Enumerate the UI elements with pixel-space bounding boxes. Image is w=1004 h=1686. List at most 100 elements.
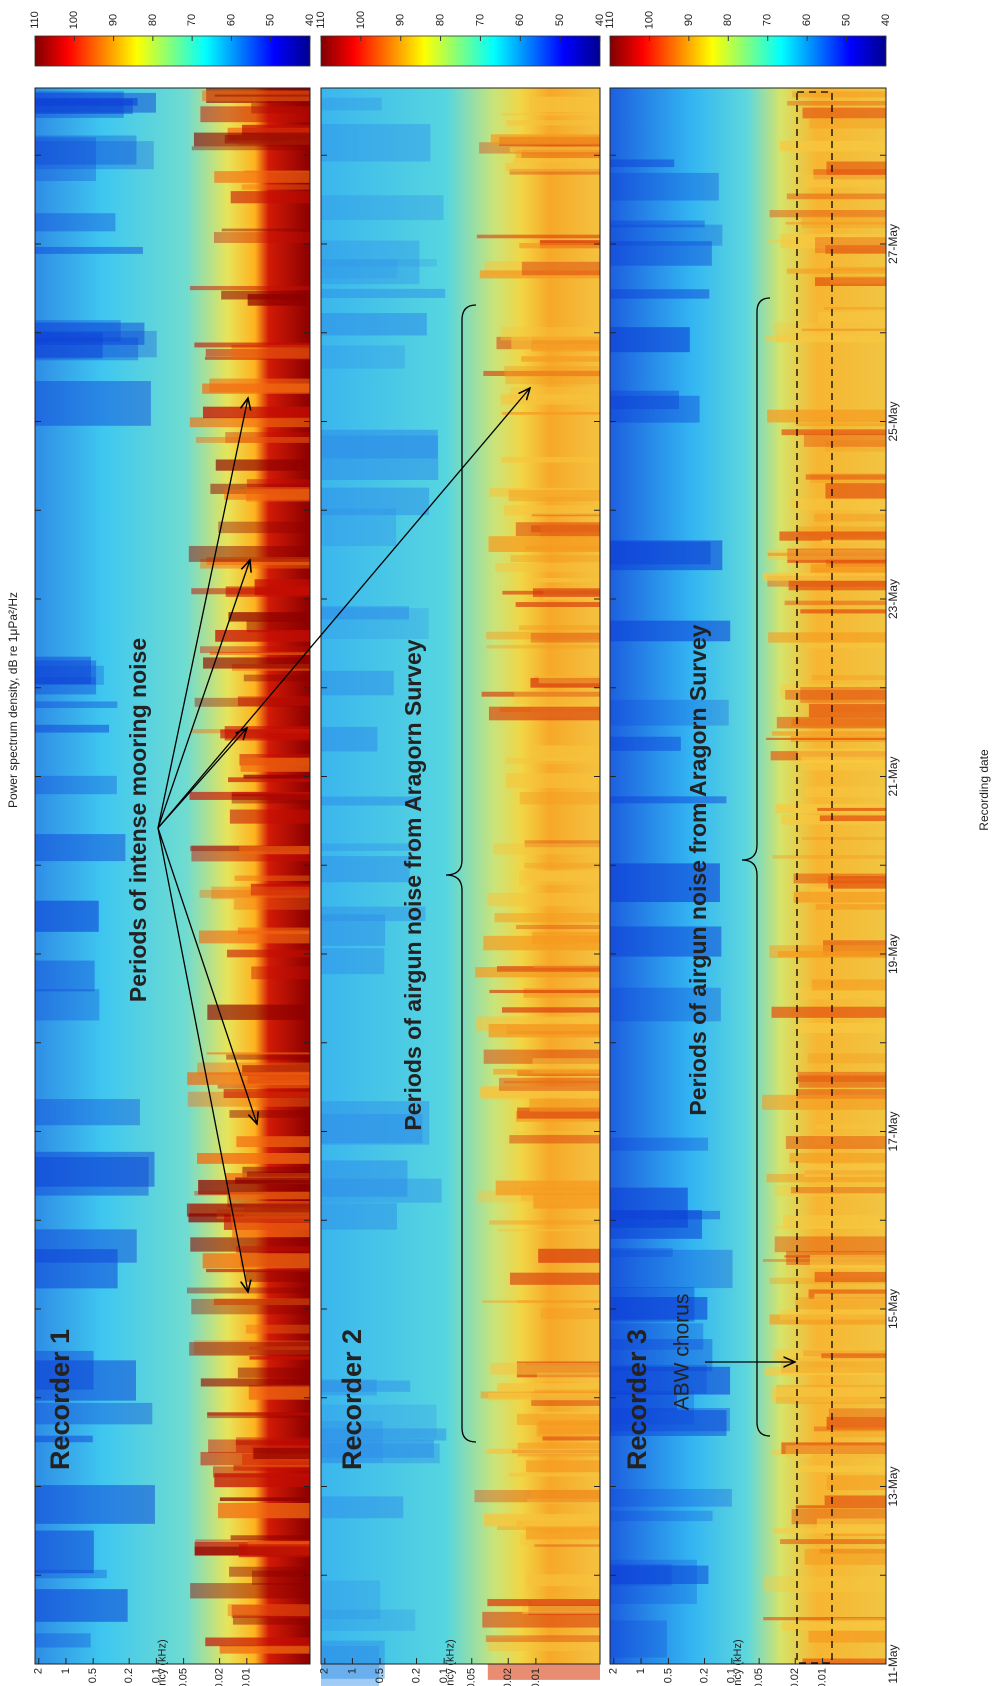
spectrogram-texture	[479, 270, 600, 279]
spectrogram-texture	[777, 951, 886, 958]
spectrogram-texture	[495, 563, 600, 572]
spectrogram-texture	[516, 1413, 600, 1426]
spectrogram-texture	[798, 1075, 886, 1088]
spectrogram-texture	[527, 1498, 600, 1504]
spectrogram-texture	[321, 1580, 381, 1620]
spectrogram-texture	[321, 1428, 447, 1441]
spectrogram-texture	[823, 307, 886, 310]
spectrogram-texture	[189, 285, 310, 291]
spectrogram-texture	[219, 1645, 310, 1654]
spectrogram-texture	[228, 612, 310, 622]
spectrogram-texture	[206, 1052, 310, 1055]
spectrogram-texture	[250, 883, 310, 896]
spectrogram-texture	[610, 987, 721, 1022]
spectrogram-texture	[321, 1101, 430, 1145]
spectrogram-texture	[35, 656, 91, 685]
spectrogram-texture	[610, 699, 729, 726]
panel-frame	[320, 87, 601, 1665]
spectrogram-texture	[610, 1563, 672, 1586]
spectrogram-texture	[191, 588, 310, 595]
spectrogram-texture	[521, 261, 600, 276]
spectrogram-texture	[814, 1124, 886, 1129]
spectrogram-texture	[762, 572, 886, 581]
spectrogram-texture	[35, 701, 118, 708]
colorbar	[609, 35, 887, 67]
spectrogram-texture	[801, 836, 886, 841]
spectrogram-texture	[321, 1113, 423, 1144]
spectrogram-texture	[525, 545, 600, 551]
panel-label: Recorder 1	[45, 1329, 75, 1470]
spectrogram-texture	[246, 1171, 310, 1177]
spectrogram-texture	[532, 588, 600, 597]
spectrogram-texture	[793, 891, 886, 903]
spectrogram-texture	[610, 1390, 695, 1425]
spectrogram-texture	[321, 195, 444, 221]
colorbar-tick-label: 40	[304, 14, 316, 26]
spectrogram-texture	[35, 775, 117, 795]
spectrogram-texture	[804, 1164, 886, 1177]
colorbar-tick-label: 90	[107, 14, 119, 26]
spectrogram-texture	[485, 1635, 600, 1643]
spectrogram-texture	[213, 232, 310, 243]
spectrogram-texture	[505, 757, 600, 765]
spectrogram-texture	[814, 277, 886, 287]
x-tick-label: 17-May	[886, 1111, 900, 1151]
spectrogram-texture	[533, 577, 600, 583]
spectrogram-texture	[487, 1637, 600, 1652]
spectrogram-texture	[246, 620, 310, 633]
spectrogram-texture	[189, 417, 310, 428]
spectrogram-texture	[764, 1367, 886, 1376]
spectrogram-texture	[805, 474, 886, 480]
colorbar-tick-label: 50	[840, 14, 852, 26]
spectrogram-texture	[243, 774, 310, 779]
spectrogram-texture	[235, 1177, 310, 1184]
spectrogram-texture	[493, 1068, 600, 1075]
spectrogram-texture	[775, 1396, 886, 1405]
arrow	[157, 398, 248, 829]
spectrogram-texture	[35, 665, 104, 685]
spectrogram-texture	[533, 870, 600, 882]
spectrogram-texture	[187, 1072, 310, 1085]
spectrogram-texture	[200, 646, 310, 654]
spectrogram-texture	[788, 580, 886, 591]
x-tick-label: 23-May	[886, 579, 900, 619]
spectrogram-texture	[239, 846, 310, 855]
spectrogram-texture	[488, 706, 600, 721]
spectrogram-texture	[501, 457, 600, 463]
spectrogram-texture	[228, 777, 310, 783]
spectrogram-texture	[218, 521, 310, 534]
spectrogram-texture	[188, 545, 310, 562]
spectrogram-texture	[242, 124, 310, 135]
spectrogram-texture	[321, 429, 438, 459]
spectrogram-texture	[515, 522, 600, 537]
spectrogram-texture	[189, 791, 310, 800]
y-tick-label: 0.2	[123, 1668, 135, 1683]
spectrogram-texture	[321, 606, 409, 620]
spectrogram-texture	[610, 172, 719, 201]
arrow	[157, 827, 257, 1124]
spectrogram-texture	[493, 843, 600, 855]
spectrogram-texture	[828, 1408, 886, 1417]
x-tick-label: 21-May	[886, 756, 900, 796]
spectrogram-texture	[243, 674, 310, 682]
spectrogram-texture	[824, 1533, 886, 1536]
spectrogram-texture	[802, 107, 886, 119]
spectrogram-texture	[228, 1191, 310, 1200]
spectrogram-texture	[807, 640, 886, 649]
brace	[741, 297, 771, 1437]
spectrogram-texture	[817, 311, 886, 323]
spectrogram-texture	[773, 322, 886, 334]
y-tick-label: 0.01	[816, 1668, 828, 1686]
spectrogram-texture	[816, 1518, 886, 1530]
spectrogram-texture	[771, 1006, 886, 1018]
spectrogram-texture	[35, 1360, 136, 1401]
spectrogram-texture	[772, 1528, 886, 1534]
spectrogram-texture	[237, 696, 310, 706]
spectrogram-texture	[237, 1367, 310, 1378]
spectrogram-texture	[243, 170, 310, 173]
colorbar-tick-label: 80	[147, 14, 159, 26]
annotation: ABW chorus	[671, 1294, 694, 1411]
spectrogram-texture	[787, 100, 886, 106]
spectrogram-texture	[785, 221, 886, 225]
spectrogram-texture	[610, 1323, 704, 1350]
